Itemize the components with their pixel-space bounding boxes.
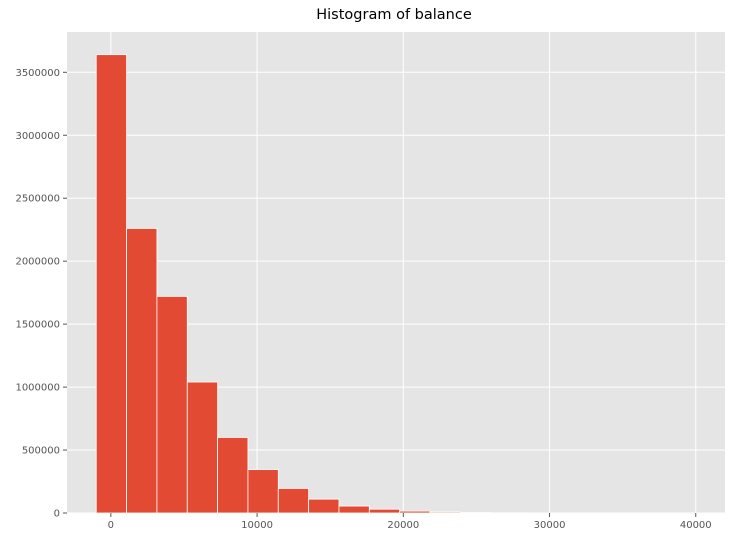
x-axis-ticks: 0 10000 20000 30000 40000 (108, 513, 712, 531)
y-tick-label-0: 0 (54, 509, 60, 520)
y-tick-label-6: 3000000 (15, 131, 60, 142)
y-tick-label-5: 2500000 (15, 194, 60, 205)
histogram-bar-0 (95, 54, 127, 514)
y-axis-ticks: 0 500000 1000000 1500000 2000000 2500000 30000… (15, 68, 67, 520)
y-tick-label-4: 2000000 (15, 257, 60, 268)
y-tick-label-7: 3500000 (15, 68, 60, 79)
histogram-bar-9 (368, 508, 401, 514)
y-tick-label-1: 500000 (22, 446, 60, 457)
histogram-bar-2 (156, 296, 188, 514)
histogram-bar-7 (308, 498, 340, 514)
histogram-bar-11 (429, 511, 461, 514)
histogram-bars (95, 54, 704, 514)
x-tick-label-4: 40000 (680, 520, 712, 531)
histogram-bar-6 (277, 488, 310, 514)
x-tick-label-3: 30000 (534, 520, 566, 531)
histogram-bar-8 (338, 505, 370, 514)
x-tick-label-2: 20000 (387, 520, 419, 531)
y-tick-label-3: 1500000 (15, 320, 60, 331)
histogram-bar-3 (186, 381, 219, 514)
histogram-bar-4 (217, 437, 249, 514)
histogram-bar-1 (126, 228, 158, 514)
chart-title: Histogram of balance (316, 7, 472, 23)
x-tick-label-0: 0 (108, 520, 114, 531)
histogram-bar-5 (247, 469, 279, 514)
x-tick-label-1: 10000 (241, 520, 273, 531)
histogram-bar-10 (399, 510, 431, 514)
y-tick-label-2: 1000000 (15, 383, 60, 394)
